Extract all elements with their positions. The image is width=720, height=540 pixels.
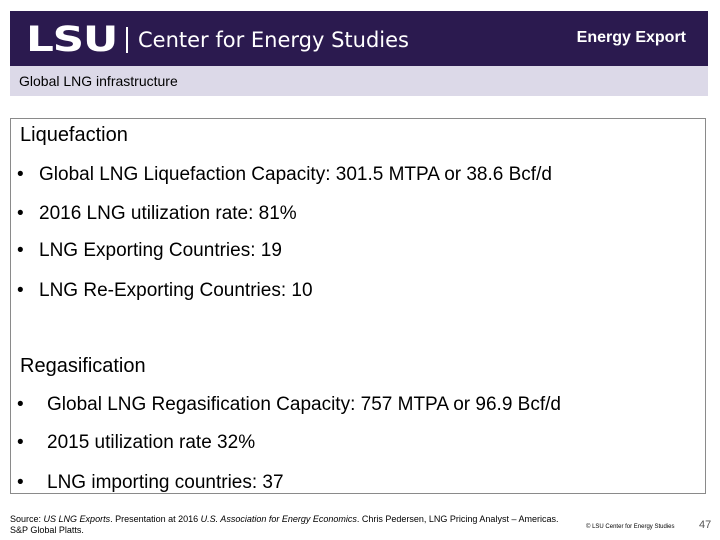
bullet-text: 2016 LNG utilization rate: 81% bbox=[39, 203, 297, 224]
bullet-icon: • bbox=[17, 394, 24, 415]
bullet-text: LNG Re-Exporting Countries: 10 bbox=[39, 280, 313, 301]
source-citation: Source: US LNG Exports. Presentation at … bbox=[10, 514, 558, 536]
footer-brand: © LSU Center for Energy Studies bbox=[586, 524, 675, 530]
logo-mark: LSU bbox=[26, 20, 118, 60]
bullet-text: 2015 utilization rate 32% bbox=[47, 432, 256, 453]
bullet-item: • Global LNG Liquefaction Capacity: 301.5… bbox=[17, 164, 552, 186]
bullet-icon: • bbox=[17, 432, 24, 453]
bullet-icon: • bbox=[17, 164, 24, 185]
bullet-item: • LNG Exporting Countries: 19 bbox=[17, 240, 282, 262]
logo-divider bbox=[126, 27, 128, 53]
bullet-item: • 2016 LNG utilization rate: 81% bbox=[17, 203, 297, 225]
slide-title: Energy Export bbox=[576, 29, 686, 46]
bullet-item: • 2015 utilization rate 32% bbox=[17, 432, 255, 454]
content-box bbox=[10, 118, 706, 494]
bullet-icon: • bbox=[17, 472, 24, 493]
bullet-icon: • bbox=[17, 280, 24, 301]
bullet-item: • Global LNG Regasification Capacity: 757… bbox=[17, 394, 561, 416]
page-number: 47 bbox=[699, 519, 712, 531]
bullet-text: LNG importing countries: 37 bbox=[47, 472, 284, 493]
bullet-text: Global LNG Liquefaction Capacity: 301.5 … bbox=[39, 164, 552, 185]
header-bar: LSU Center for Energy Studies Energy Exp… bbox=[10, 11, 708, 66]
source-line-1: Source: US LNG Exports. Presentation at … bbox=[10, 514, 559, 524]
subheader-bar: Global LNG infrastructure bbox=[10, 66, 708, 96]
bullet-icon: • bbox=[17, 240, 24, 261]
bullet-item: • LNG Re-Exporting Countries: 10 bbox=[17, 280, 313, 302]
bullet-text: Global LNG Regasification Capacity: 757 … bbox=[47, 394, 561, 415]
logo-text: Center for Energy Studies bbox=[138, 28, 410, 52]
bullet-item: • LNG importing countries: 37 bbox=[17, 472, 284, 494]
section-heading-regasification: Regasification bbox=[20, 355, 146, 377]
source-line-2: S&P Global Platts. bbox=[10, 525, 84, 535]
section-heading-liquefaction: Liquefaction bbox=[20, 124, 128, 146]
bullet-icon: • bbox=[17, 203, 24, 224]
subheader-title: Global LNG infrastructure bbox=[19, 73, 178, 89]
bullet-text: LNG Exporting Countries: 19 bbox=[39, 240, 282, 261]
lsu-logo: LSU Center for Energy Studies bbox=[26, 20, 410, 60]
